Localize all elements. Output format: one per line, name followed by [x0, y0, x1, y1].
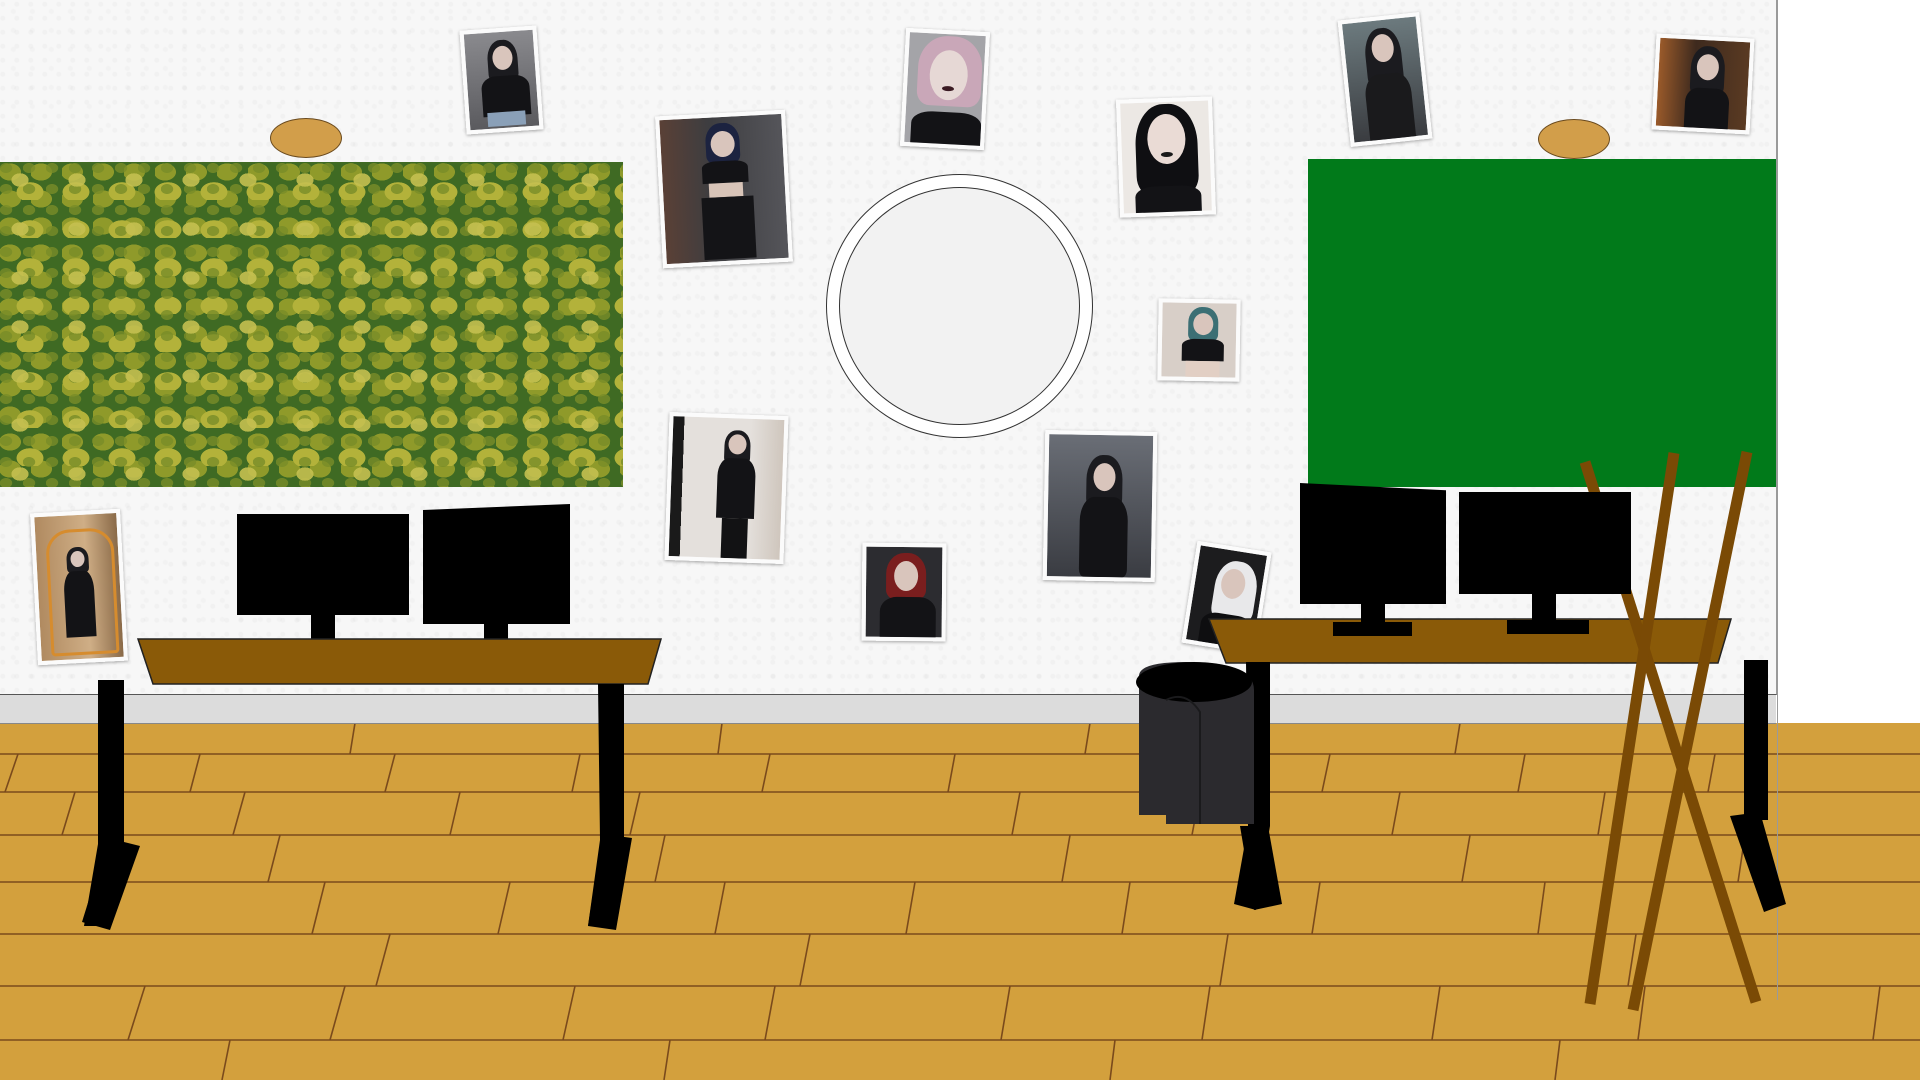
right-hanger-hook [1538, 119, 1610, 159]
wall-edge [1777, 0, 1778, 1000]
left-desk-leg-right-foot [588, 834, 632, 930]
left-desk-monitor-1-stand [311, 614, 335, 642]
round-mirror [826, 174, 1093, 438]
green-screen [1308, 159, 1776, 487]
right-desk-monitor-2-base [1507, 620, 1589, 634]
mirror-glass [839, 187, 1080, 425]
right-desk-monitor-2-stand [1532, 592, 1556, 622]
right-desk-monitor-1[interactable] [1300, 483, 1446, 604]
baseboard [0, 695, 1776, 724]
right-desk-monitor-1-base [1333, 622, 1412, 636]
moss-highlights [0, 162, 623, 487]
left-desk-monitor-2[interactable] [423, 504, 570, 624]
right-desk-leg-left-foot [1240, 826, 1282, 910]
left-desk-monitor-1[interactable] [237, 514, 409, 615]
right-desk-monitor-2[interactable] [1459, 492, 1631, 594]
trash-bin-fold [1165, 696, 1201, 824]
left-desk-leg-left-foot [82, 838, 140, 930]
right-desk-leg-right-foot [1730, 812, 1786, 912]
right-desk-leg-right [1744, 660, 1768, 820]
trash-bin [1139, 662, 1254, 824]
easel-leg-3 [1584, 452, 1680, 1005]
right-desk-monitor-1-stand [1361, 600, 1385, 626]
left-desk-top [136, 638, 662, 685]
easel-leg-2 [1627, 450, 1753, 1012]
trash-bin-rim [1136, 662, 1252, 702]
left-hanger-hook [270, 118, 342, 158]
